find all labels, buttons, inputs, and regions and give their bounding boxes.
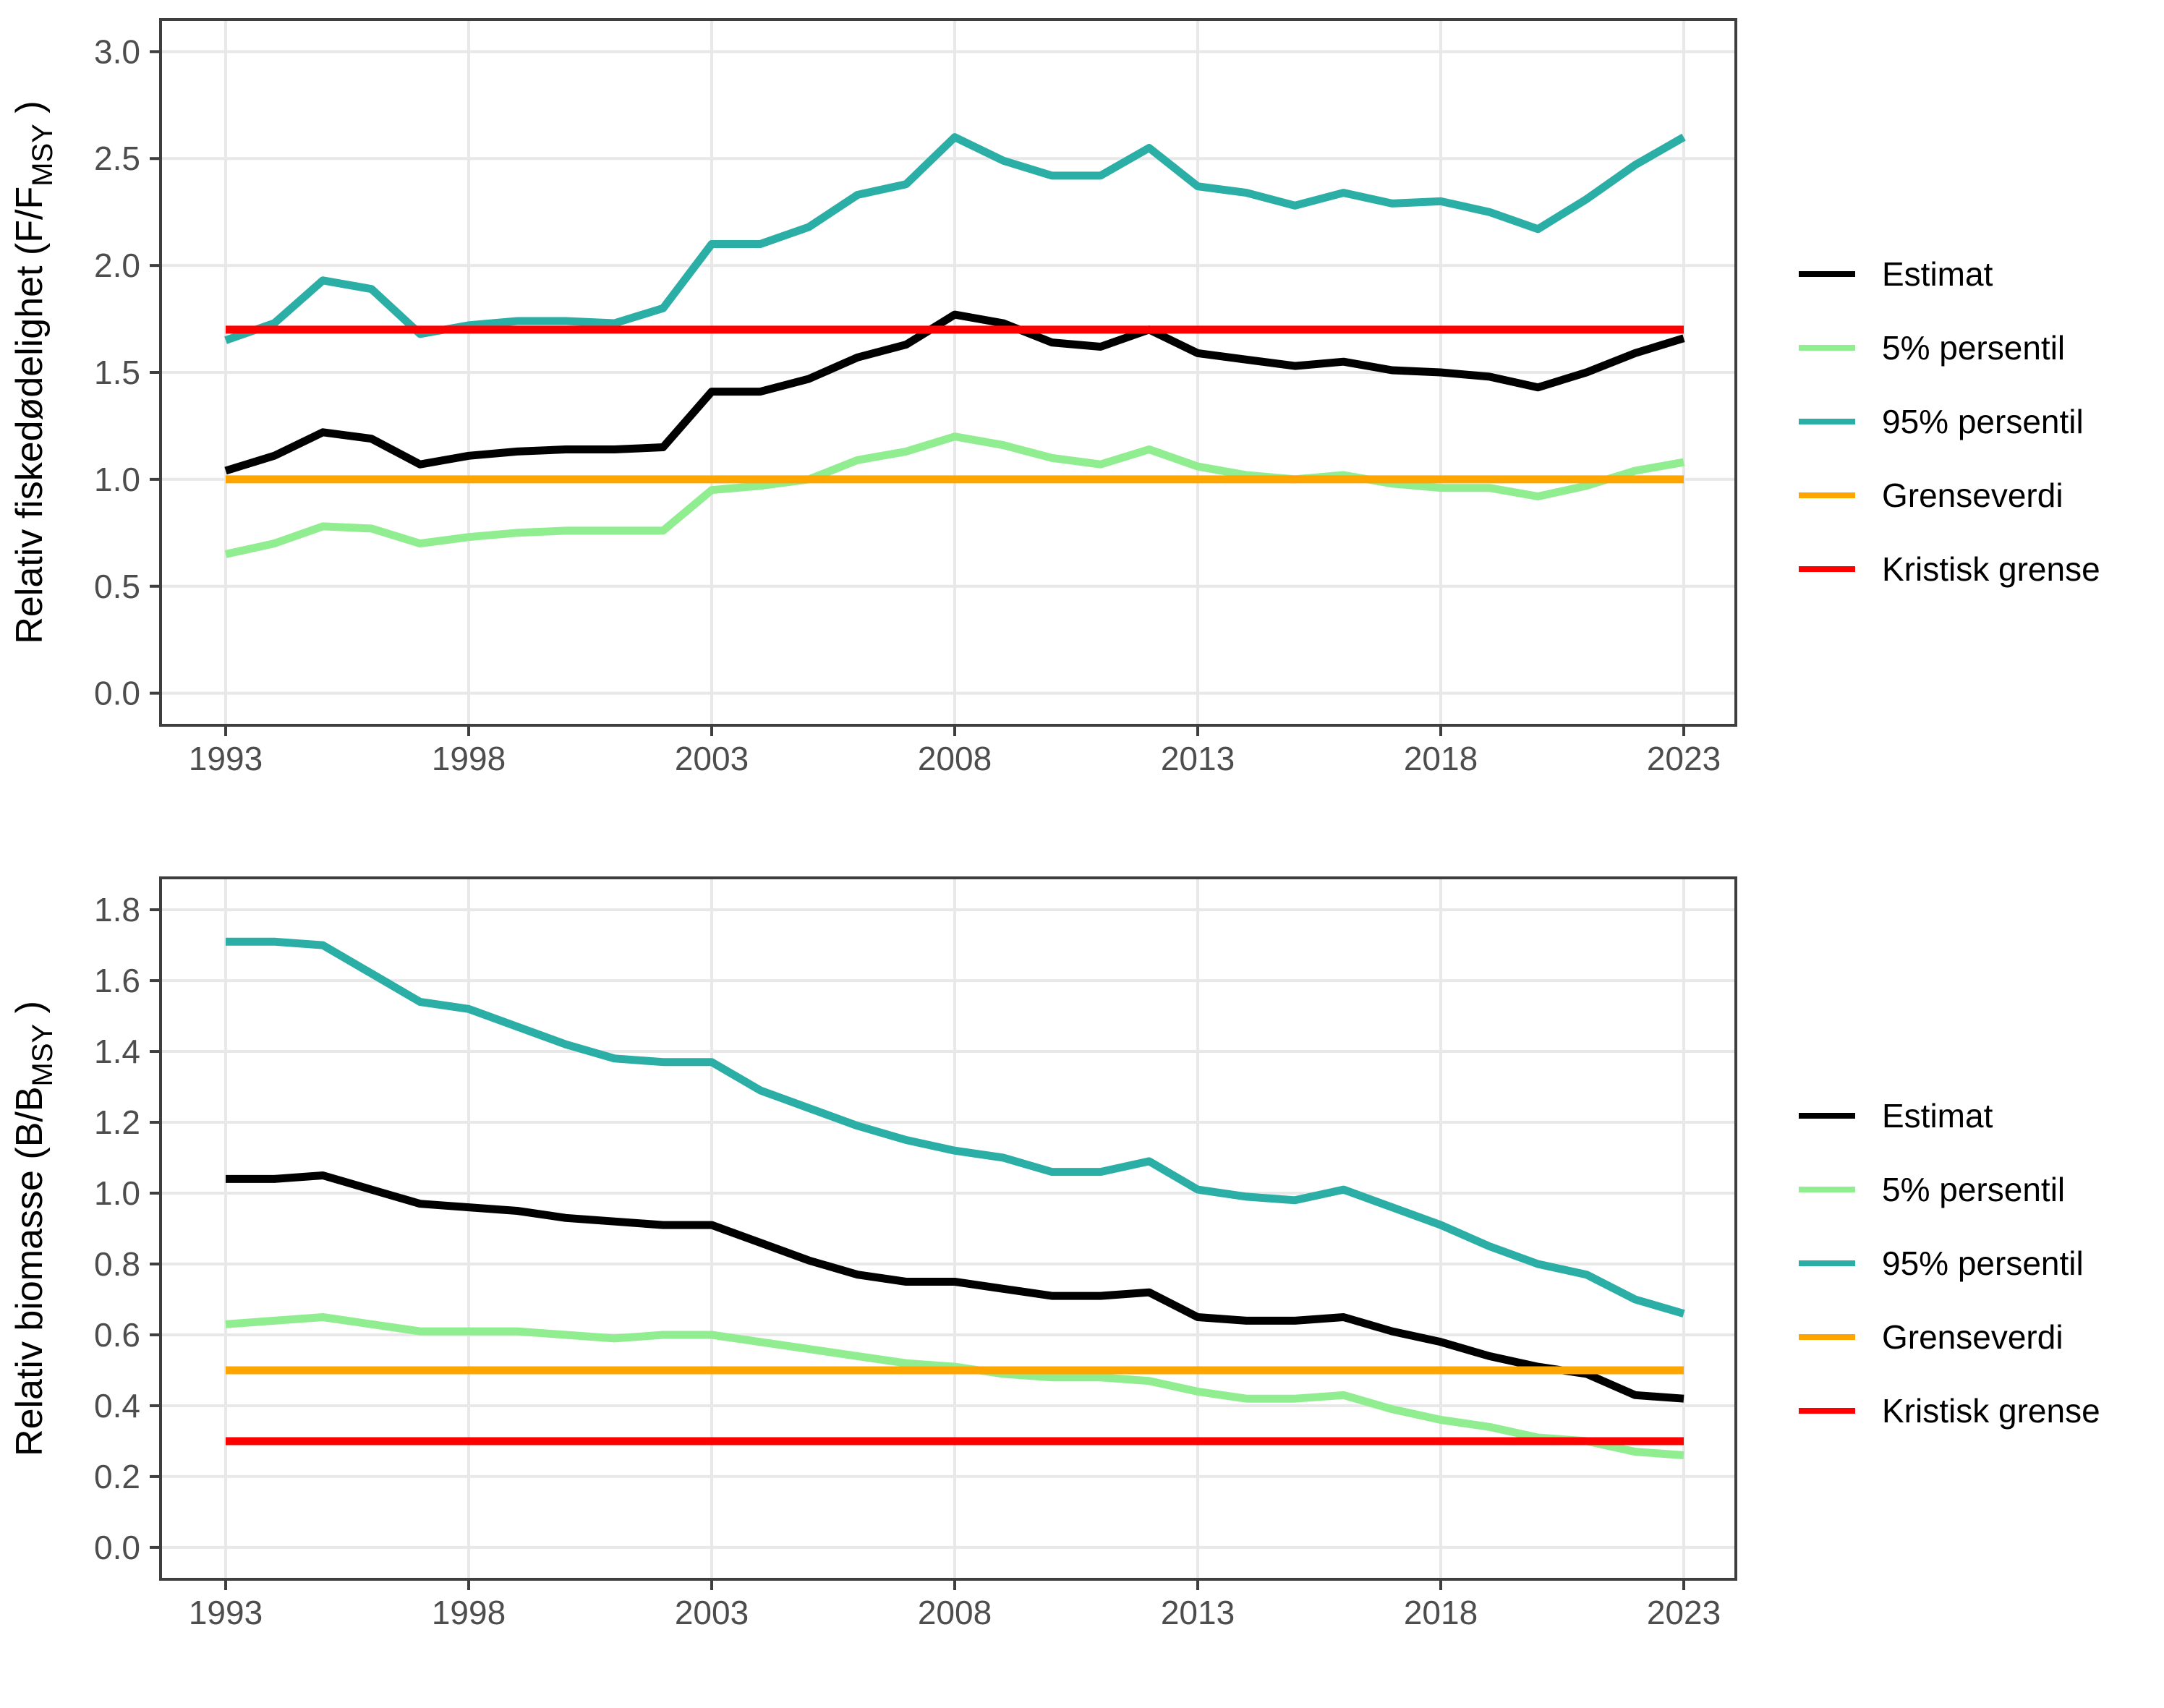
x-tick-label: 2023 [1647,1594,1721,1631]
y-tick-label: 0.5 [94,568,140,605]
y-tick-label: 1.5 [94,354,140,391]
y-tick-label: 0.2 [94,1458,140,1495]
legend-item-label: 5% persentil [1882,1171,2065,1208]
legend-item-label: Estimat [1882,1097,1993,1135]
legend-item: 5% persentil [1799,329,2065,367]
legend-item: 95% persentil [1799,403,2084,440]
biomass-chart: 0.0 0.2 0.4 0.6 0.8 1.0 1.2 1.4 1.6 1.8 1993 1998 20… [9,876,2100,1631]
series-line-estimat [226,1171,1684,1403]
series-lines [225,937,1685,1459]
y-tick-label: 1.0 [94,1174,140,1212]
legend-item: 5% persentil [1799,1171,2065,1208]
y-tick-label: 3.0 [94,33,140,70]
y-tick-label: 0.4 [94,1387,140,1425]
legend-item: 95% persentil [1799,1244,2084,1282]
legend-item: Kristisk grense [1799,550,2100,588]
y-axis: 0.0 0.5 1.0 1.5 2.0 2.5 3.0 [94,33,161,712]
series-line-95-persentil [224,133,1686,344]
legend-item: Grenseverdi [1799,1318,2063,1356]
y-axis-title-text: Relativ biomasse (B/B [9,1086,51,1456]
legend: Estimat 5% persentil 95% persentil Grenseve… [1799,255,2100,588]
x-tick-label: 2018 [1404,740,1478,777]
x-tick-label: 2003 [675,740,749,777]
y-axis-title-suffix: ) [9,1001,51,1024]
legend-item-label: 95% persentil [1882,403,2084,440]
legend-item-label: Kristisk grense [1882,1392,2100,1430]
legend-item: Kristisk grense [1799,1392,2100,1430]
x-tick-label: 2008 [918,1594,992,1631]
legend-item-label: Estimat [1882,255,1993,293]
y-axis: 0.0 0.2 0.4 0.6 0.8 1.0 1.2 1.4 1.6 1.8 [94,891,161,1566]
gridlines [161,20,1736,725]
y-axis-title: Relativ biomasse (B/BMSY ) [9,1001,59,1456]
y-axis-title-suffix: ) [9,101,51,124]
y-tick-label: 1.8 [94,891,140,928]
y-tick-label: 0.8 [94,1245,140,1283]
x-tick-label: 2003 [675,1594,749,1631]
legend-item: Grenseverdi [1799,477,2063,514]
series-line-estimat [224,310,1685,475]
y-tick-label: 0.0 [94,675,140,712]
y-tick-label: 2.0 [94,247,140,284]
x-tick-label: 2008 [918,740,992,777]
legend: Estimat 5% persentil 95% persentil Grenseve… [1799,1097,2100,1430]
x-tick-label: 2023 [1647,740,1721,777]
x-tick-label: 1993 [189,740,263,777]
series-line-95-persentil [226,937,1685,1318]
legend-item-label: Grenseverdi [1882,477,2063,514]
y-tick-label: 1.4 [94,1033,140,1070]
y-tick-label: 2.5 [94,140,140,177]
x-tick-label: 1998 [432,740,506,777]
legend-item: Estimat [1799,255,1993,293]
fishing-mortality-chart: 0.0 0.5 1.0 1.5 2.0 2.5 3.0 1993 1998 2003 2008 201… [9,18,2100,777]
panel-border [159,876,1737,1581]
y-tick-label: 1.2 [94,1103,140,1141]
legend-item-label: Grenseverdi [1882,1318,2063,1356]
legend-item-label: Kristisk grense [1882,550,2100,588]
series-line-5-persentil [224,432,1684,558]
legend-item-label: 5% persentil [1882,329,2065,367]
x-axis: 1993 1998 2003 2008 2013 2018 2023 [189,1579,1721,1631]
y-axis-title-text: Relativ fiskedødelighet (F/F [9,187,51,644]
x-axis: 1993 1998 2003 2008 2013 2018 2023 [189,725,1721,777]
gridlines [161,878,1736,1579]
y-tick-label: 0.0 [94,1529,140,1566]
y-axis-title-subscript: MSY [27,124,59,187]
y-tick-label: 0.6 [94,1316,140,1354]
x-tick-label: 2013 [1161,740,1235,777]
x-tick-label: 2018 [1404,1594,1478,1631]
x-tick-label: 2013 [1161,1594,1235,1631]
legend-item-label: 95% persentil [1882,1244,2084,1282]
y-tick-label: 1.0 [94,461,140,498]
y-tick-label: 1.6 [94,962,140,999]
x-tick-label: 1993 [189,1594,263,1631]
y-axis-title: Relativ fiskedødelighet (F/FMSY ) [9,101,59,644]
x-tick-label: 1998 [432,1594,506,1631]
legend-item: Estimat [1799,1097,1993,1135]
series-lines [224,133,1686,558]
y-axis-title-subscript: MSY [27,1024,59,1087]
